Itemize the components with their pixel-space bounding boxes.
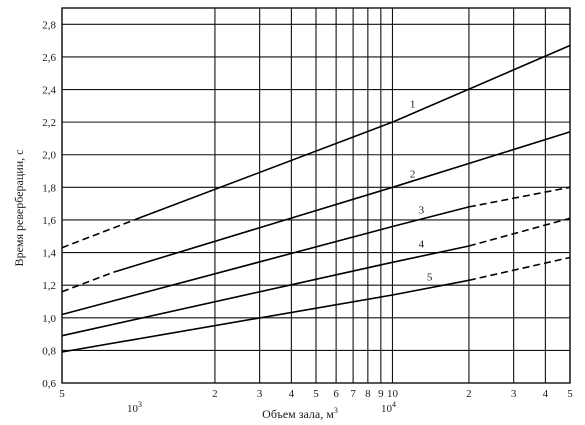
x-decade-label: 103 (127, 400, 142, 415)
curve-3-solid-segment (61, 206, 470, 316)
curve-4 (61, 217, 571, 337)
curve-2-dashed-segment (61, 271, 115, 293)
curve-label-4: 4 (419, 239, 425, 251)
curve-2-solid-segment (113, 131, 571, 273)
y-axis-title: Время реверберации, с (12, 150, 26, 267)
x-tick-label: 10 (387, 388, 399, 400)
y-tick-labels: 0,6 0,8 1,0 1,2 1,4 1,6 1,8 2,0 2,2 2,4 2,6 2,8 (42, 19, 56, 390)
decade-base: 10 (381, 403, 393, 415)
curve-label-3: 3 (419, 204, 425, 216)
x-tick-label: 5 (59, 388, 65, 400)
x-tick-label: 2 (212, 388, 218, 400)
decade-exponent: 4 (392, 400, 396, 409)
curve-1-dashed-segment (61, 217, 139, 249)
x-tick-label: 4 (289, 388, 295, 400)
curve-label-1: 1 (410, 98, 416, 110)
x-tick-label: 3 (511, 388, 517, 400)
curve-label-5: 5 (427, 271, 433, 283)
y-tick-label: 1,4 (42, 248, 56, 260)
curve-3 (61, 186, 571, 316)
x-tick-label: 8 (365, 388, 371, 400)
x-tick-label: 5 (313, 388, 319, 400)
x-decade-label: 104 (381, 400, 396, 415)
x-axis-title: Объем зала, м3 (262, 406, 338, 421)
x-tick-label: 3 (257, 388, 263, 400)
curve-5-dashed-segment (468, 256, 571, 282)
x-tick-label: 7 (350, 388, 356, 400)
curve-4-solid-segment (61, 245, 470, 337)
y-tick-label: 1,6 (42, 215, 56, 227)
curves (61, 44, 571, 353)
x-tick-label: 4 (543, 388, 549, 400)
grid (61, 7, 571, 384)
decade-base: 10 (127, 403, 139, 415)
y-tick-label: 2,0 (42, 150, 56, 162)
y-tick-label: 0,8 (42, 345, 56, 357)
x-tick-label: 9 (378, 388, 384, 400)
y-tick-label: 1,8 (42, 182, 56, 194)
curve-5-solid-segment (61, 279, 470, 353)
x-tick-label: 6 (333, 388, 339, 400)
curve-5 (61, 256, 571, 353)
curve-4-dashed-segment (468, 217, 571, 247)
curve-labels: 1 2 3 4 5 (410, 98, 433, 283)
x-tick-label: 2 (466, 388, 472, 400)
x-tick-label: 5 (567, 388, 573, 400)
y-tick-label: 0,6 (42, 378, 56, 390)
y-tick-label: 2,2 (42, 117, 56, 129)
curve-1-solid-segment (138, 44, 571, 220)
curve-3-dashed-segment (468, 186, 571, 208)
curve-label-2: 2 (410, 169, 416, 181)
y-tick-label: 2,6 (42, 52, 56, 64)
curve-1 (61, 44, 571, 249)
y-tick-label: 1,0 (42, 313, 56, 325)
y-tick-label: 1,2 (42, 280, 56, 292)
y-tick-label: 2,8 (42, 19, 56, 31)
y-tick-label: 2,4 (42, 85, 56, 97)
curve-2 (61, 131, 571, 293)
decade-exponent: 3 (138, 400, 142, 409)
